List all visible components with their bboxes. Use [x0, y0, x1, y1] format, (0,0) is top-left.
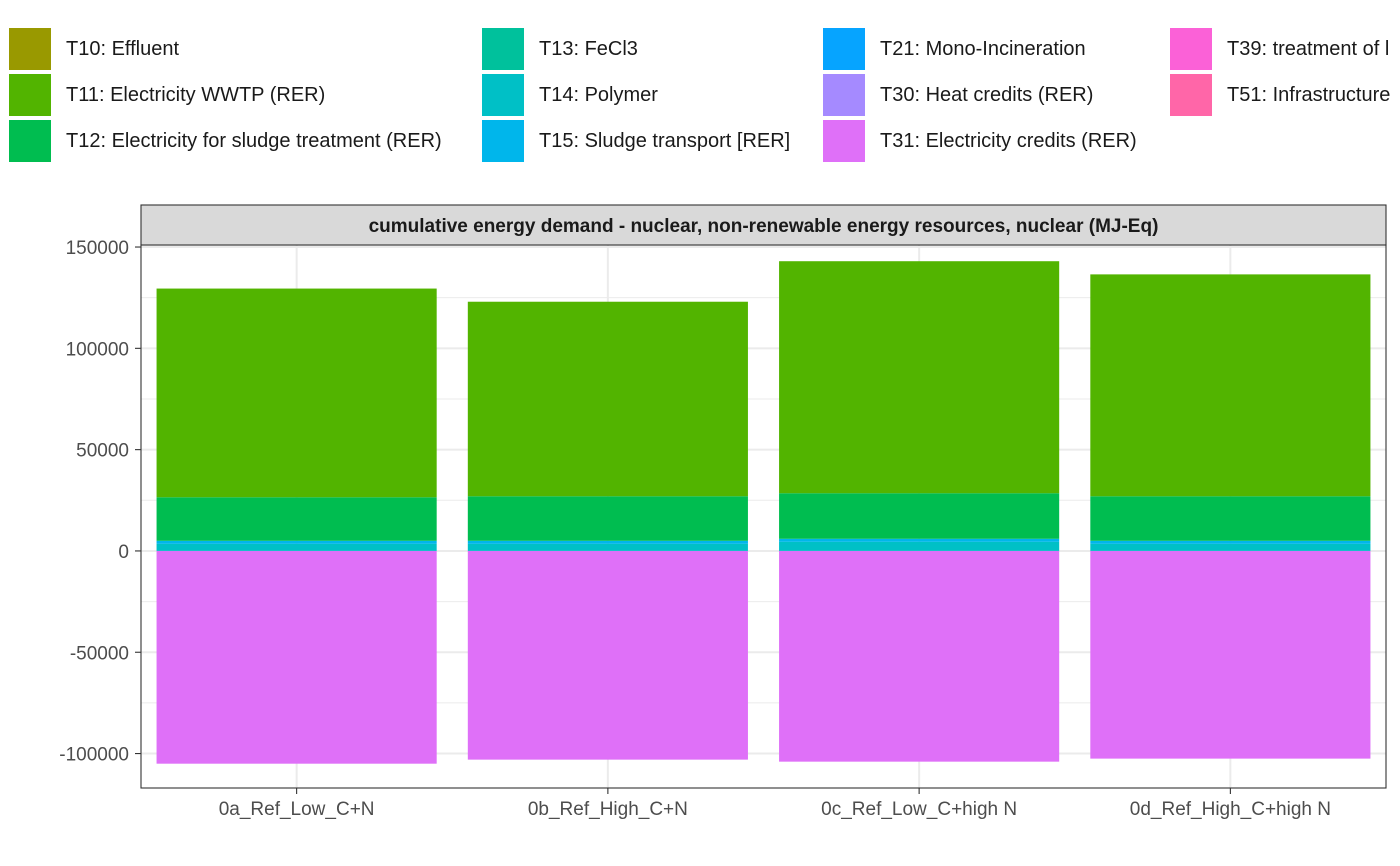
legend-swatch	[9, 74, 51, 116]
bar-segment	[1090, 274, 1371, 497]
legend-label: T30: Heat credits (RER)	[880, 83, 1094, 106]
chart-title: cumulative energy demand - nuclear, non-…	[369, 216, 1159, 237]
legend-label: T51: Infrastructure	[1227, 83, 1391, 106]
legend-swatch	[823, 120, 865, 162]
bar-segment	[779, 550, 1060, 762]
bar-segment	[1090, 543, 1371, 551]
legend-swatch	[823, 74, 865, 116]
bar-segment	[467, 301, 748, 497]
x-tick-label: 0b_Ref_High_C+N	[528, 799, 688, 820]
legend-swatch	[482, 120, 524, 162]
axes: -100000 -50000 0 50000 100000 150000 0a_Ref_Lo…	[59, 238, 1331, 820]
legend-item: T51: Infrastructure	[1170, 74, 1390, 116]
bar-segment	[467, 540, 748, 544]
y-tick-label: 150000	[66, 238, 129, 259]
legend-item: T15: Sludge transport [RER]	[482, 120, 790, 162]
bar-segment	[156, 288, 437, 498]
bar-segment	[156, 497, 437, 541]
legend-label: T15: Sludge transport [RER]	[539, 129, 791, 152]
legend-item: T21: Mono-Incineration	[823, 28, 1086, 70]
legend-swatch	[9, 28, 51, 70]
bar-segment	[1090, 496, 1371, 541]
legend-item: T12: Electricity for sludge treatment (R…	[9, 120, 442, 162]
bars	[156, 261, 1371, 764]
legend-label: T14: Polymer	[539, 83, 658, 106]
bar-segment	[467, 543, 748, 551]
legend-label: T10: Effluent	[66, 37, 180, 60]
bar-segment	[156, 550, 437, 764]
y-tick-label: -50000	[70, 643, 129, 664]
x-tick-label: 0d_Ref_High_C+high N	[1130, 799, 1331, 820]
bar-segment	[467, 496, 748, 541]
legend-item: T10: Effluent	[9, 28, 179, 70]
legend-swatch	[1170, 28, 1212, 70]
facet-strip	[140, 204, 1387, 246]
legend-item: T31: Electricity credits (RER)	[823, 120, 1137, 162]
legend-item: T39: treatment of l	[1170, 28, 1389, 70]
x-tick-label: 0c_Ref_Low_C+high N	[821, 799, 1017, 820]
bar-segment	[779, 538, 1060, 542]
bar-segment	[467, 550, 748, 760]
bar-segment	[779, 493, 1060, 539]
y-tick-label: 0	[118, 542, 129, 563]
bar-segment	[779, 261, 1060, 494]
y-tick-label: 50000	[76, 441, 129, 462]
bar-segment	[156, 543, 437, 551]
bar-segment	[156, 540, 437, 544]
legend-swatch	[1170, 74, 1212, 116]
y-tick-label: 100000	[66, 339, 129, 360]
legend-label: T21: Mono-Incineration	[880, 37, 1086, 60]
bar-segment	[1090, 550, 1371, 759]
legend-swatch	[823, 28, 865, 70]
legend-swatch	[9, 120, 51, 162]
legend-item: T11: Electricity WWTP (RER)	[9, 74, 325, 116]
legend-swatch	[482, 74, 524, 116]
y-tick-label: -100000	[59, 745, 129, 766]
bar-segment	[1090, 540, 1371, 544]
legend: T10: Effluent T11: Electricity WWTP (RER…	[0, 0, 1400, 170]
legend-label: T31: Electricity credits (RER)	[880, 129, 1137, 152]
legend-label: T11: Electricity WWTP (RER)	[66, 83, 326, 106]
legend-item: T13: FeCl3	[482, 28, 638, 70]
bar-segment	[779, 541, 1060, 551]
x-tick-label: 0a_Ref_Low_C+N	[219, 799, 375, 820]
legend-label: T13: FeCl3	[539, 37, 638, 60]
legend-swatch	[482, 28, 524, 70]
legend-label: T12: Electricity for sludge treatment (R…	[66, 129, 442, 152]
legend-item: T14: Polymer	[482, 74, 658, 116]
legend-label: T39: treatment of l	[1227, 37, 1390, 60]
legend-item: T30: Heat credits (RER)	[823, 74, 1093, 116]
